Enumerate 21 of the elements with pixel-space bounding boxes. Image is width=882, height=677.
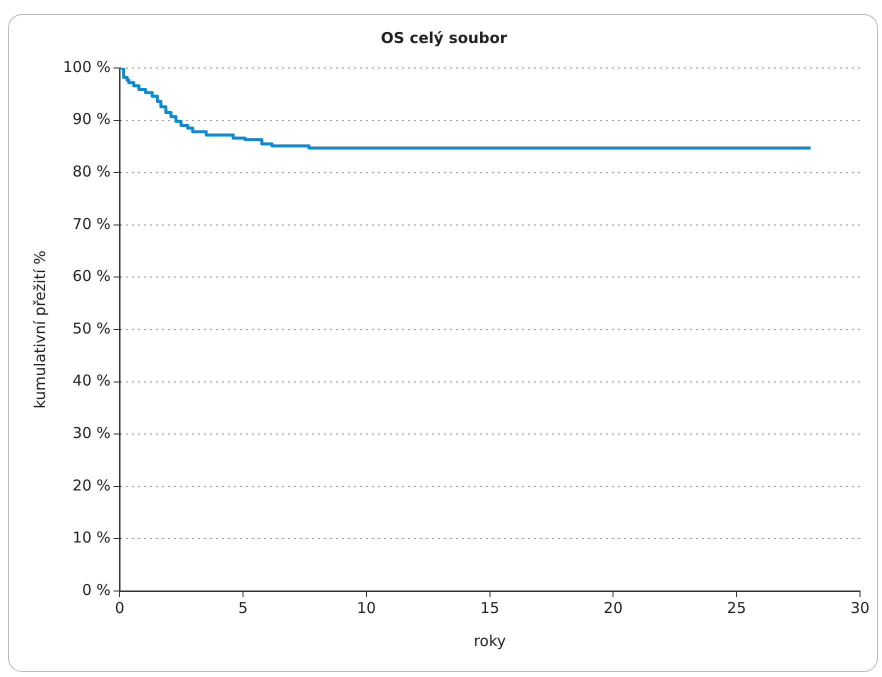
x-tick-label: 30 [850,598,870,617]
y-tick-label: 40 % [72,372,111,390]
y-tick-label: 20 % [72,476,111,494]
x-tick-label: 15 [480,598,500,617]
y-axis-title: kumulativní přežití % [30,250,49,409]
x-tick-label: 10 [356,598,376,617]
x-tick-label: 0 [114,598,124,617]
x-tick-label: 20 [604,598,623,617]
y-tick-label: 0 % [82,580,111,599]
y-tick-label: 50 % [72,319,111,338]
x-tick-label: 25 [727,598,746,617]
y-tick-label: 60 % [72,267,111,286]
y-tick-label: 80 % [72,162,111,180]
y-tick-label: 100 % [62,58,111,76]
x-tick-label: 5 [238,598,248,617]
y-tick-label: 30 % [72,424,111,442]
y-tick-label: 90 % [72,110,111,128]
y-tick-label: 70 % [72,214,111,233]
x-axis-title: roky [474,632,506,650]
y-tick-label: 10 % [72,528,111,547]
chart-title: OS celý soubor [380,28,508,47]
